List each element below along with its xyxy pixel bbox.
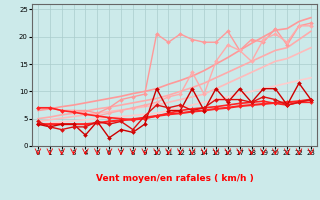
X-axis label: Vent moyen/en rafales ( km/h ): Vent moyen/en rafales ( km/h ) [96,174,253,183]
